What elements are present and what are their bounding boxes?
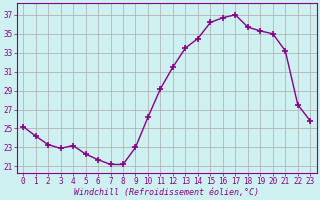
- X-axis label: Windchill (Refroidissement éolien,°C): Windchill (Refroidissement éolien,°C): [74, 188, 259, 197]
